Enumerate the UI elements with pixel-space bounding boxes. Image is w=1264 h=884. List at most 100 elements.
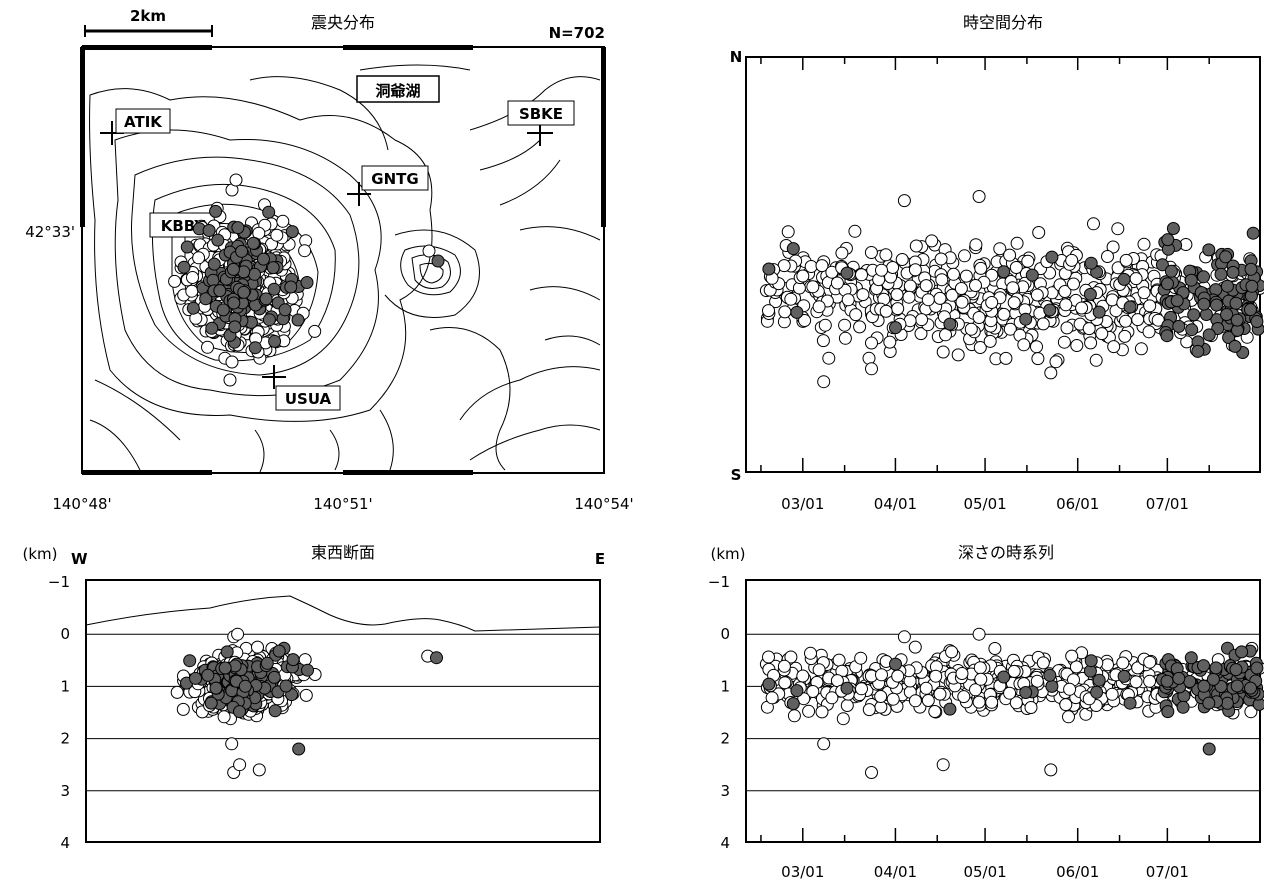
map-epicenter-point [186,271,199,284]
spacetime-point [1107,340,1121,354]
spacetime-month-ticks: 03/01 04/01 05/01 06/01 07/01 [760,57,1261,513]
depth-time-point [1044,763,1058,777]
ew-hypocenter-point [238,679,252,693]
depth-time-point [1244,681,1257,695]
ew-frame [85,579,601,843]
map-epicenter-point [308,324,322,338]
ew-hypocenter-point [218,661,232,675]
map-epicenter-point [284,280,298,294]
map-epicenter-point [235,244,249,258]
map-epicenter-point [237,285,251,299]
depth-time-point [1202,742,1216,756]
spacetime-point [933,291,947,305]
spacetime-point [1137,286,1151,300]
map-epicenter-point [199,292,213,306]
spacetime-point [1250,315,1264,328]
spacetime-points [759,190,1264,389]
ew-depth-tick-label: 1 [60,677,70,695]
depth-time-point [889,657,902,671]
map-epicenter-point [276,214,290,228]
spacetime-point [1006,281,1020,295]
svg-text:GNTG: GNTG [371,170,418,188]
spacetime-point [879,248,893,262]
event-count-label: N=702 [549,24,605,42]
depth-time-point [1019,686,1033,699]
depth-time-point [786,697,800,711]
spacetime-point [1219,250,1233,264]
ew-unit-label: (km) [22,545,57,563]
spacetime-point [1106,240,1120,254]
ew-depth-tick-label: −1 [48,573,70,591]
depth-time-point [972,695,986,709]
depth-time-depth-tick-label: −1 [708,573,730,591]
depth-time-date-label: 05/01 [963,863,1006,881]
spacetime-point [969,238,983,252]
spacetime-point [848,224,862,238]
depth-time-point [1043,668,1057,682]
depth-time-point [908,640,922,654]
map-title: 震央分布 [311,13,375,32]
depth-time-point [874,690,888,703]
spacetime-point [855,268,868,282]
spacetime-point [875,263,888,277]
spacetime-point [1197,270,1210,284]
depth-time-point [804,646,817,660]
depth-time-point [1123,696,1137,710]
map-lat-label: 42°33' [25,223,75,241]
depth-time-point [1045,679,1059,693]
ew-hypocenter-point [260,656,274,670]
spacetime-point [762,262,776,276]
spacetime-point [1143,299,1157,313]
spacetime-date-label: 04/01 [874,495,917,513]
depth-time-point [1202,696,1216,710]
depth-time-point [1131,661,1145,675]
spacetime-point [856,288,870,302]
spacetime-point [999,351,1013,365]
spacetime-point [1065,253,1079,267]
depth-time-month-ticks: 03/01 04/01 05/01 06/01 07/01 [760,828,1261,881]
station-sbke: SBKE [507,100,575,146]
spacetime-point [1044,366,1058,380]
spacetime-point [891,302,905,316]
spacetime-point [886,261,900,274]
map-epicenter-point [300,276,314,289]
spacetime-point [804,260,818,273]
spacetime-point [840,266,854,280]
spacetime-point [897,194,911,208]
ew-depth-grid: −1 0 1 2 3 4 [48,573,600,852]
depth-time-point [929,669,943,683]
spacetime-point [1229,296,1243,310]
spacetime-point [954,282,968,295]
map-epicenter-point [259,292,273,306]
ew-hypocenter-point [272,644,286,658]
ew-section-panel: 東西断面 (km) W E −1 0 1 2 3 4 [22,543,605,852]
spacetime-point [879,304,893,318]
depth-time-point [790,684,804,698]
spacetime-point [1084,336,1098,350]
map-epicenter-point [213,284,227,298]
topographic-contours [89,64,601,473]
spacetime-point [959,269,973,283]
spacetime-point [1170,294,1184,308]
ew-hypocenter-point [430,651,443,665]
spacetime-point [1084,256,1098,270]
spacetime-point [973,341,987,354]
depth-time-point [777,659,791,673]
depth-time-point [762,650,775,664]
depth-time-point [855,682,868,696]
spacetime-point [972,311,986,324]
spacetime-point [1214,267,1228,281]
depth-time-title: 深さの時系列 [958,543,1054,562]
map-epicenter-point [268,334,282,348]
svg-text:洞爺湖: 洞爺湖 [375,82,420,100]
depth-time-point [865,766,878,779]
spacetime-point [890,288,904,302]
map-epicenter-point [285,225,299,239]
ew-depth-tick-label: 4 [60,834,70,852]
map-epicenter-point [229,173,243,187]
spacetime-point [1007,296,1021,310]
spacetime-point [908,263,922,277]
spacetime-point [951,348,965,362]
spacetime-point [1105,293,1119,307]
spacetime-point [972,190,986,203]
